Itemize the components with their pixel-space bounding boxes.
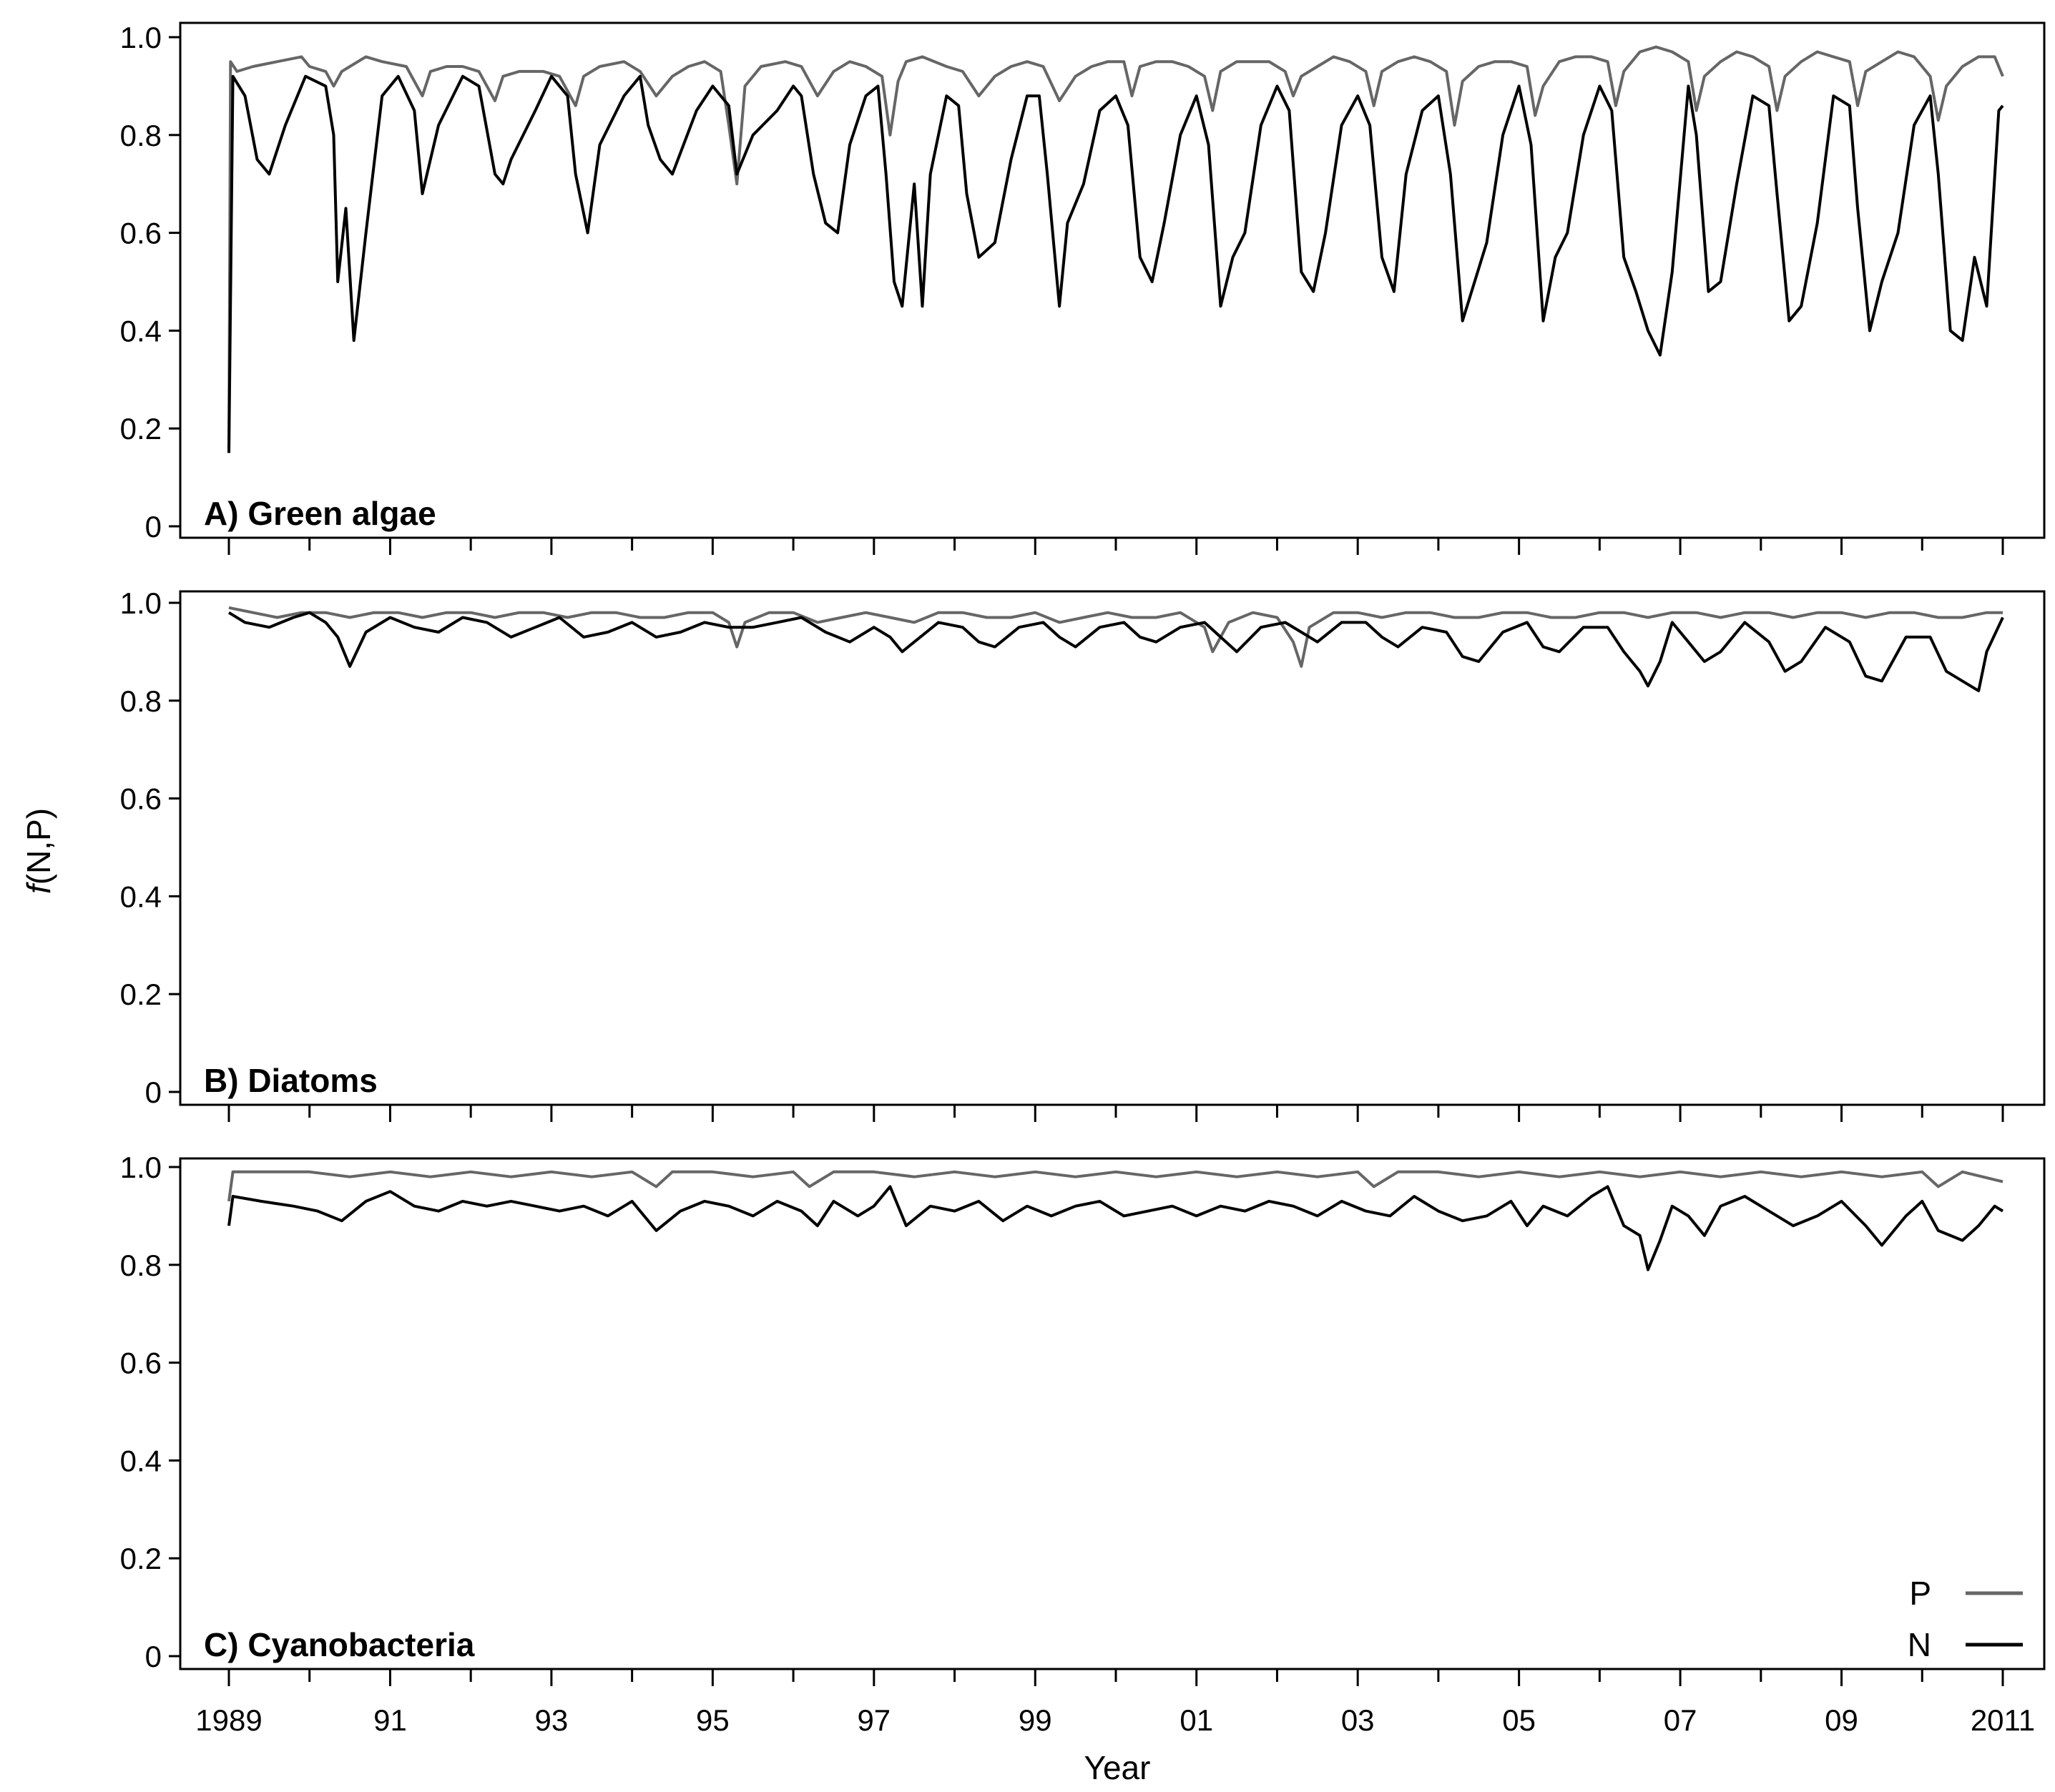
- x-tick-label: 01: [1179, 1703, 1213, 1737]
- y-tick-label: 0.6: [120, 1347, 162, 1380]
- y-tick-label: 0: [145, 1640, 162, 1673]
- y-tick-label: 0.6: [120, 217, 162, 250]
- x-tick-label: 97: [857, 1703, 891, 1737]
- x-axis-group: 1989 91 93 95 97 99 01 03 05 07 09 2011: [195, 1703, 2035, 1737]
- y-tick-label: 0.4: [120, 314, 162, 348]
- y-tick-label: 1.0: [120, 586, 162, 620]
- panel-frame: [179, 21, 2046, 539]
- y-axis-label-italic: f: [20, 882, 57, 894]
- legend-label-P: P: [1909, 1575, 1931, 1612]
- y-tick-label: 0.4: [120, 880, 162, 913]
- y-tick-label: 0.2: [120, 1542, 162, 1575]
- y-tick-label: 0.8: [120, 119, 162, 152]
- x-tick-label: 95: [696, 1703, 730, 1737]
- y-axis-label-rest: (N,P): [20, 808, 57, 885]
- y-tick-label: 0.8: [120, 684, 162, 718]
- x-tick-label: 09: [1825, 1703, 1858, 1737]
- y-tick-label: 1.0: [120, 21, 162, 54]
- panel-frame: [179, 1157, 2046, 1670]
- x-tick-label: 2011: [1971, 1703, 2035, 1737]
- panel-0: 0 0.2 0.4 0.6 0.8 1.0 A) Green algae: [120, 21, 2046, 555]
- x-tick-label: 05: [1502, 1703, 1536, 1737]
- y-tick-label: 0.6: [120, 782, 162, 816]
- panel-2: 0 0.2 0.4 0.6 0.8 1.0 C) Cyanobacteria: [120, 1151, 2046, 1686]
- panel-frame: [179, 590, 2046, 1106]
- x-tick-label: 1989: [195, 1703, 262, 1737]
- y-tick-label: 0: [145, 1075, 162, 1109]
- x-tick-label: 03: [1341, 1703, 1375, 1737]
- x-tick-label: 91: [373, 1703, 407, 1737]
- x-tick-label: 93: [535, 1703, 569, 1737]
- panel-label: A) Green algae: [204, 495, 436, 532]
- panels-group: 0 0.2 0.4 0.6 0.8 1.0 A) Green algae 0 0.2 0.4 0.6…: [120, 21, 2046, 1686]
- series-line-N-panel-1: [227, 611, 2004, 693]
- x-tick-label: 07: [1664, 1703, 1697, 1737]
- legend-label-N: N: [1908, 1626, 1931, 1663]
- x-axis-label: Year: [1084, 1749, 1151, 1786]
- legend: PN: [1908, 1575, 2023, 1663]
- series-line-P-panel-0: [227, 45, 2004, 453]
- y-tick-label: 0: [145, 510, 162, 543]
- series-line-N-panel-0: [227, 74, 2004, 453]
- y-tick-label: 0.4: [120, 1444, 162, 1477]
- panel-1: 0 0.2 0.4 0.6 0.8 1.0 B) Diatoms: [120, 586, 2046, 1122]
- y-tick-label: 0.2: [120, 978, 162, 1011]
- panel-label: C) Cyanobacteria: [204, 1626, 475, 1663]
- series-line-N-panel-2: [227, 1185, 2004, 1271]
- y-tick-label: 0.8: [120, 1249, 162, 1282]
- series-line-P-panel-1: [228, 606, 2003, 668]
- y-axis-label: f(N,P): [20, 808, 57, 894]
- series-line-P-panel-2: [227, 1170, 2003, 1202]
- y-tick-label: 1.0: [120, 1151, 162, 1184]
- x-tick-label: 99: [1019, 1703, 1052, 1737]
- panel-label: B) Diatoms: [204, 1062, 378, 1099]
- y-tick-label: 0.2: [120, 412, 162, 445]
